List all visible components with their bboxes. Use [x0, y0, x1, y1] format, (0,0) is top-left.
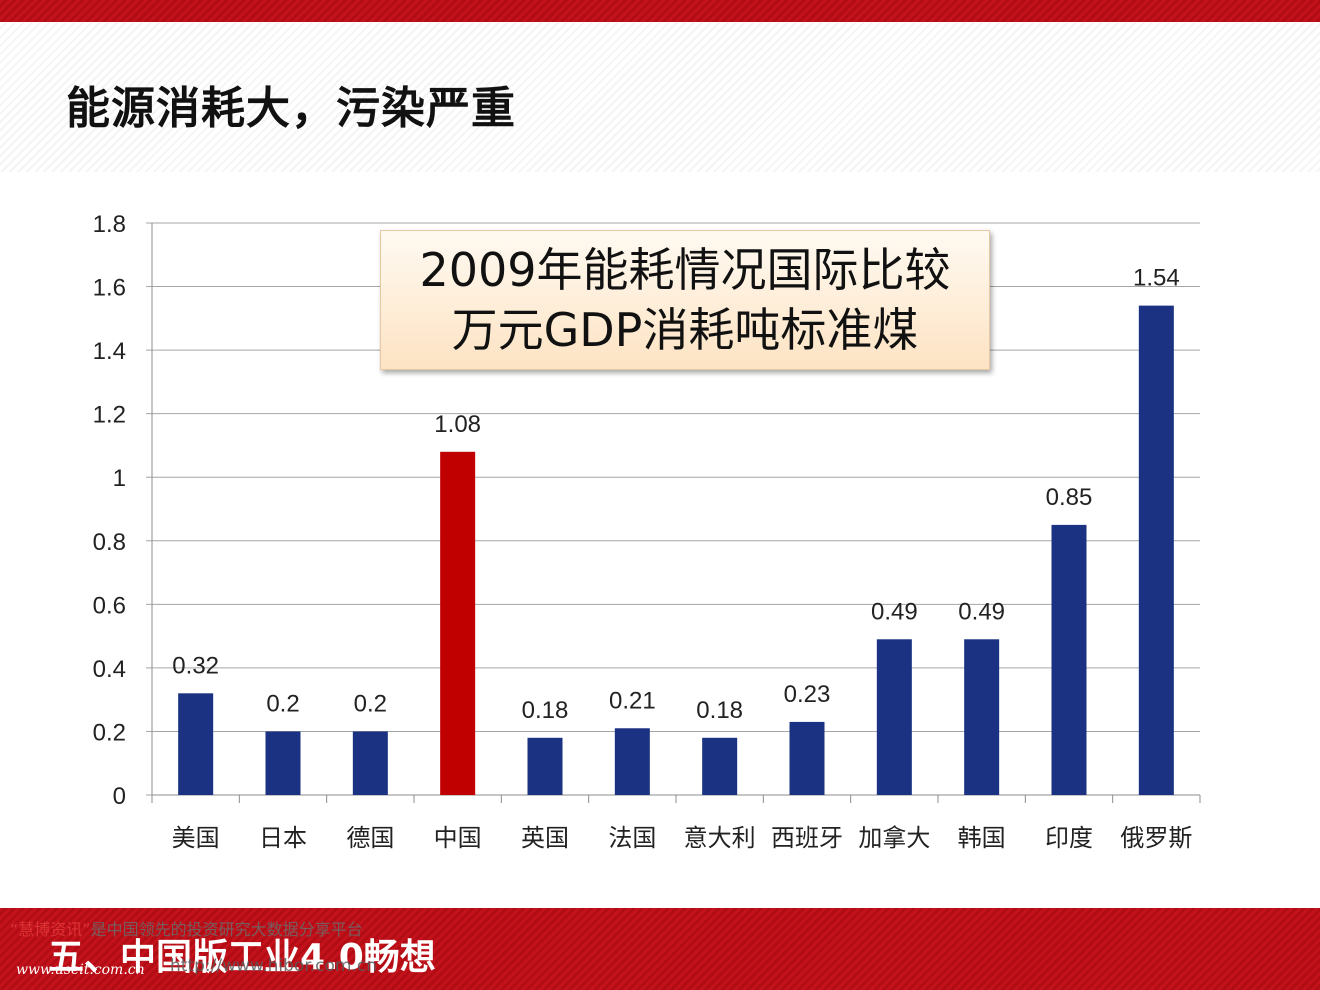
- bar: [527, 737, 563, 795]
- bar: [352, 731, 388, 795]
- bar-chart: 0 0.2 0.4 0.6 0.8 1 1.2 1.4 1.6 1.8 0.32 美国 0.2 日本 0.2…: [93, 211, 1201, 852]
- footer-bar: [0, 908, 1320, 990]
- callout-line-1: 2009年能耗情况国际比较: [419, 243, 951, 297]
- x-tick-label: 中国: [434, 824, 482, 852]
- x-tick-label: 英国: [521, 824, 569, 852]
- data-label: 1.54: [1133, 265, 1180, 292]
- x-tick-label: 日本: [259, 824, 307, 852]
- data-label: 0.85: [1046, 484, 1093, 511]
- y-tick-label: 1.8: [93, 211, 126, 238]
- y-tick-label: 0: [113, 783, 126, 810]
- y-tick-label: 1.6: [93, 275, 126, 302]
- y-tick-label: 0.8: [93, 529, 126, 556]
- y-tick-label: 1.2: [93, 402, 126, 429]
- header-background: [0, 22, 1320, 172]
- data-label: 0.2: [266, 690, 299, 717]
- callout-line-2: 万元GDP消耗吨标准煤: [451, 303, 919, 357]
- watermark-text: “慧博资讯”是中国领先的投资研究大数据分享平台: [10, 916, 363, 940]
- x-tick-label: 德国: [346, 824, 394, 852]
- data-label: 0.32: [172, 652, 219, 679]
- bar: [178, 693, 214, 795]
- x-tick-label: 西班牙: [771, 824, 843, 852]
- x-tick-label: 法国: [608, 824, 656, 852]
- bar: [702, 737, 738, 795]
- data-label: 0.21: [609, 687, 656, 714]
- bar: [876, 639, 912, 795]
- x-tick-label: 意大利: [684, 824, 756, 852]
- watermark-description: 是中国领先的投资研究大数据分享平台: [90, 920, 363, 939]
- data-label: 0.18: [696, 697, 743, 724]
- x-tick-label: 加拿大: [858, 824, 930, 852]
- bar: [789, 721, 825, 795]
- y-tick-label: 0.4: [93, 656, 126, 683]
- chart-callout-box: 2009年能耗情况国际比较 万元GDP消耗吨标准煤: [380, 230, 990, 370]
- watermark-brand: “慧博资讯”: [10, 920, 91, 939]
- y-tick-label: 1.4: [93, 338, 126, 365]
- watermark-url[interactable]: http://www.hibor.com.cn: [170, 956, 377, 976]
- data-label: 1.08: [434, 411, 481, 438]
- data-label: 0.2: [354, 690, 387, 717]
- y-tick-label: 0.2: [93, 719, 126, 746]
- data-label: 0.49: [871, 598, 918, 625]
- top-accent-bar: [0, 0, 1320, 22]
- y-tick-label: 1: [113, 465, 126, 492]
- bar: [1138, 305, 1174, 795]
- slide-title: 能源消耗大，污染严重: [66, 83, 516, 134]
- bar: [1051, 524, 1087, 795]
- x-tick-label: 印度: [1045, 824, 1093, 852]
- data-label: 0.18: [522, 697, 569, 724]
- bar: [964, 639, 1000, 795]
- x-tick-label: 美国: [172, 824, 220, 852]
- data-label: 0.23: [784, 681, 831, 708]
- bar: [440, 451, 476, 795]
- site-watermark: www.useit.com.cn: [16, 962, 145, 978]
- bar: [614, 728, 650, 795]
- x-tick-label: 俄罗斯: [1120, 824, 1192, 852]
- x-tick-label: 韩国: [958, 824, 1006, 852]
- y-tick-label: 0.6: [93, 592, 126, 619]
- data-label: 0.49: [958, 598, 1005, 625]
- section-title: 五、中国版工业4.0畅想: [48, 937, 436, 978]
- bar: [265, 731, 301, 795]
